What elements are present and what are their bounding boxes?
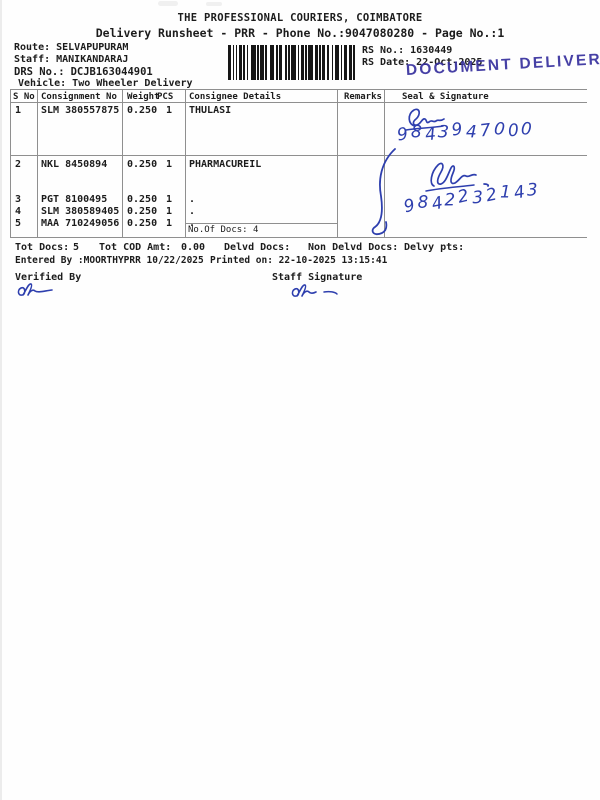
row2-weight: 0.250 bbox=[127, 159, 158, 170]
tot-cod-label: Tot COD Amt: bbox=[99, 242, 172, 253]
row5-consignee: . bbox=[189, 218, 196, 229]
drs-barcode bbox=[228, 45, 358, 80]
row1-consignee: THULASI bbox=[189, 105, 232, 116]
staff-value: MANIKANDARAJ bbox=[56, 54, 129, 65]
rs-date-value: 22-Oct-2025 bbox=[416, 57, 483, 68]
row4-pcs: 1 bbox=[166, 206, 173, 217]
delvd-docs-label: Delvd Docs: bbox=[224, 242, 291, 253]
table-line bbox=[37, 89, 38, 237]
rs-no-label: RS No.: bbox=[362, 45, 405, 56]
col-header-weight: Weight bbox=[127, 92, 160, 102]
row3-weight: 0.250 bbox=[127, 194, 158, 205]
route-label: Route: bbox=[14, 42, 51, 53]
col-header-seal: Seal & Signature bbox=[402, 92, 489, 102]
tot-docs-value: 5 bbox=[73, 242, 80, 253]
row2-consignment: NKL 8450894 bbox=[41, 159, 108, 170]
staff-signature-label: Staff Signature bbox=[272, 272, 363, 283]
no-of-docs-note: No.Of Docs: 4 bbox=[188, 225, 259, 235]
handwritten-phone-row1: 98439 4700 0 bbox=[395, 119, 533, 146]
table-line bbox=[10, 155, 587, 156]
ink-brace bbox=[371, 148, 396, 236]
row5-sno: 5 bbox=[15, 218, 22, 229]
row3-sno: 3 bbox=[15, 194, 22, 205]
table-line bbox=[185, 89, 186, 237]
row1-consignment: SLM 380557875 bbox=[41, 105, 120, 116]
vehicle-label: Vehicle: bbox=[18, 78, 67, 89]
staff-signature bbox=[291, 284, 338, 297]
route-value: SELVAPUPURAM bbox=[56, 42, 129, 53]
company-title: THE PROFESSIONAL COURIERS, COIMBATORE bbox=[177, 12, 423, 24]
col-header-consignee: Consignee Details bbox=[189, 92, 282, 102]
row4-consignee: . bbox=[189, 206, 196, 217]
table-line bbox=[10, 89, 587, 90]
recipient-signature-row1 bbox=[405, 108, 445, 131]
table-line bbox=[185, 223, 337, 224]
row2-sno: 2 bbox=[15, 159, 22, 170]
table-line bbox=[337, 89, 338, 237]
col-header-remarks: Remarks bbox=[344, 92, 382, 102]
route-line: Route: SELVAPUPURAM bbox=[14, 42, 128, 53]
staff-label: Staff: bbox=[14, 54, 51, 65]
drs-value: DCJB163044901 bbox=[70, 66, 153, 78]
table-line bbox=[10, 237, 587, 238]
rs-date-label: RS Date: bbox=[362, 57, 411, 68]
table-line bbox=[10, 102, 587, 103]
table-line bbox=[122, 89, 123, 237]
non-delvd-docs-label: Non Delvd Docs: bbox=[308, 242, 399, 253]
row3-pcs: 1 bbox=[166, 194, 173, 205]
vehicle-value: Two Wheeler Delivery bbox=[72, 78, 193, 89]
scan-smudge bbox=[206, 2, 222, 6]
drs-label: DRS No.: bbox=[14, 66, 65, 78]
rs-no-line: RS No.: 1630449 bbox=[362, 45, 452, 56]
row5-consignment: MAA 710249056 bbox=[41, 218, 120, 229]
row3-consignment: PGT 8100495 bbox=[41, 194, 108, 205]
row5-weight: 0.250 bbox=[127, 218, 158, 229]
vehicle-line: Vehicle: Two Wheeler Delivery bbox=[18, 78, 193, 89]
row1-weight: 0.250 bbox=[127, 105, 158, 116]
row4-consignment: SLM 380589405 bbox=[41, 206, 120, 217]
row1-sno: 1 bbox=[15, 105, 22, 116]
verified-by-signature bbox=[17, 283, 53, 296]
drs-line: DRS No.: DCJB163044901 bbox=[14, 66, 153, 78]
row2-pcs: 1 bbox=[166, 159, 173, 170]
entered-by: Entered By :MOORTHYPRR 10/22/2025 bbox=[15, 255, 204, 266]
scan-edge bbox=[0, 0, 2, 800]
verified-by-label: Verified By bbox=[15, 272, 82, 283]
tot-cod-value: 0.00 bbox=[181, 242, 206, 253]
runsheet-subtitle: Delivery Runsheet - PRR - Phone No.:9047… bbox=[95, 26, 505, 40]
delvy-pts-label: Delvy pts: bbox=[404, 242, 465, 253]
row3-consignee: . bbox=[189, 194, 196, 205]
row4-weight: 0.250 bbox=[127, 206, 158, 217]
scan-smudge bbox=[158, 1, 178, 6]
rs-date-line: RS Date: 22-Oct-2025 bbox=[362, 57, 482, 68]
row1-pcs: 1 bbox=[166, 105, 173, 116]
row5-pcs: 1 bbox=[166, 218, 173, 229]
tot-docs-label: Tot Docs: bbox=[15, 242, 70, 253]
printed-on: Printed on: 22-10-2025 13:15:41 bbox=[210, 255, 388, 266]
col-header-sno: S No bbox=[13, 92, 35, 102]
rs-no-value: 1630449 bbox=[410, 45, 453, 56]
col-header-consignment: Consignment No bbox=[41, 92, 117, 102]
recipient-signature-row2 bbox=[425, 162, 490, 192]
staff-line: Staff: MANIKANDARAJ bbox=[14, 54, 128, 65]
table-line bbox=[10, 89, 11, 237]
row4-sno: 4 bbox=[15, 206, 22, 217]
row2-consignee: PHARMACUREIL bbox=[189, 159, 262, 170]
col-header-pcs: PCS bbox=[157, 92, 174, 102]
